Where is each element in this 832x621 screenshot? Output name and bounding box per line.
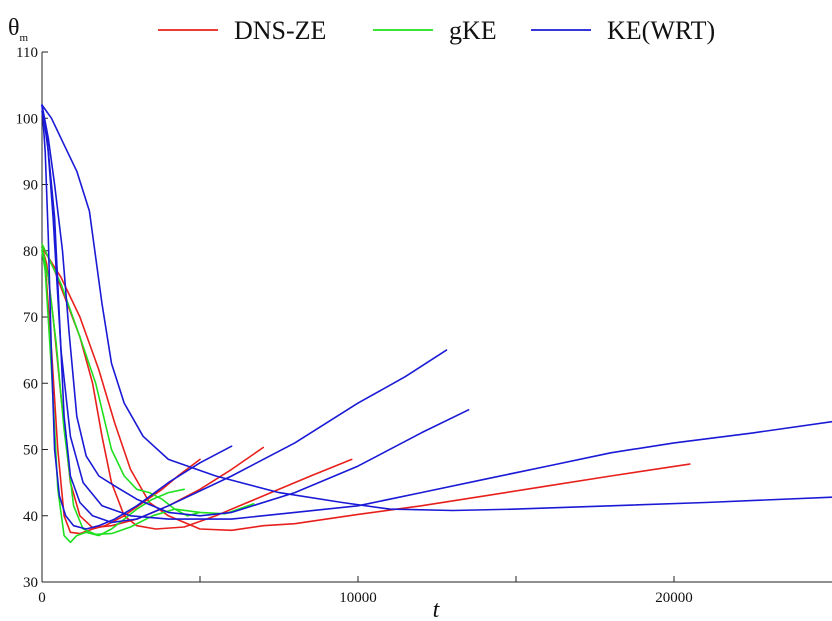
- series-layer: [41, 104, 832, 544]
- series-line-ke-wrt--10: [41, 104, 832, 512]
- legend: DNS-ZE gKE KE(WRT): [158, 16, 715, 45]
- y-tick-label: 60: [23, 376, 38, 392]
- x-tick-label: 20000: [655, 590, 693, 606]
- y-tick-label: 90: [23, 178, 38, 194]
- series-line-ke-wrt--7: [41, 104, 233, 530]
- series-line-dns-ze-1: [41, 246, 264, 529]
- legend-label: DNS-ZE: [234, 16, 326, 45]
- y-tick-label: 30: [23, 575, 38, 591]
- y-tick-label: 80: [23, 244, 38, 260]
- series-line-ke-wrt--11: [41, 110, 832, 520]
- series-line-dns-ze-2: [41, 243, 353, 530]
- y-axis-label-sub: m: [20, 32, 29, 44]
- series-line-ke-wrt--9: [41, 104, 470, 517]
- y-tick-label: 110: [16, 45, 38, 61]
- series-line-gke-5: [41, 246, 255, 536]
- x-tick-label: 10000: [339, 590, 377, 606]
- axes: 30 40 50 60 70 80 90 100 110 0 10000 20000: [16, 45, 832, 606]
- y-tick-label: 100: [16, 111, 39, 127]
- x-axis-label: t: [433, 597, 441, 621]
- series-line-ke-wrt--8: [41, 104, 448, 524]
- y-tick-label: 50: [23, 443, 38, 459]
- legend-label: gKE: [449, 16, 497, 45]
- x-tick-label: 0: [38, 590, 46, 606]
- legend-label: KE(WRT): [607, 16, 715, 45]
- y-tick-label: 70: [23, 310, 38, 326]
- series-line-dns-ze-3: [41, 246, 691, 532]
- y-axis-label-main: θ: [8, 15, 20, 41]
- y-tick-label: 40: [23, 509, 38, 525]
- series-line-gke-6: [41, 243, 201, 517]
- y-axis-label: θm: [8, 15, 29, 44]
